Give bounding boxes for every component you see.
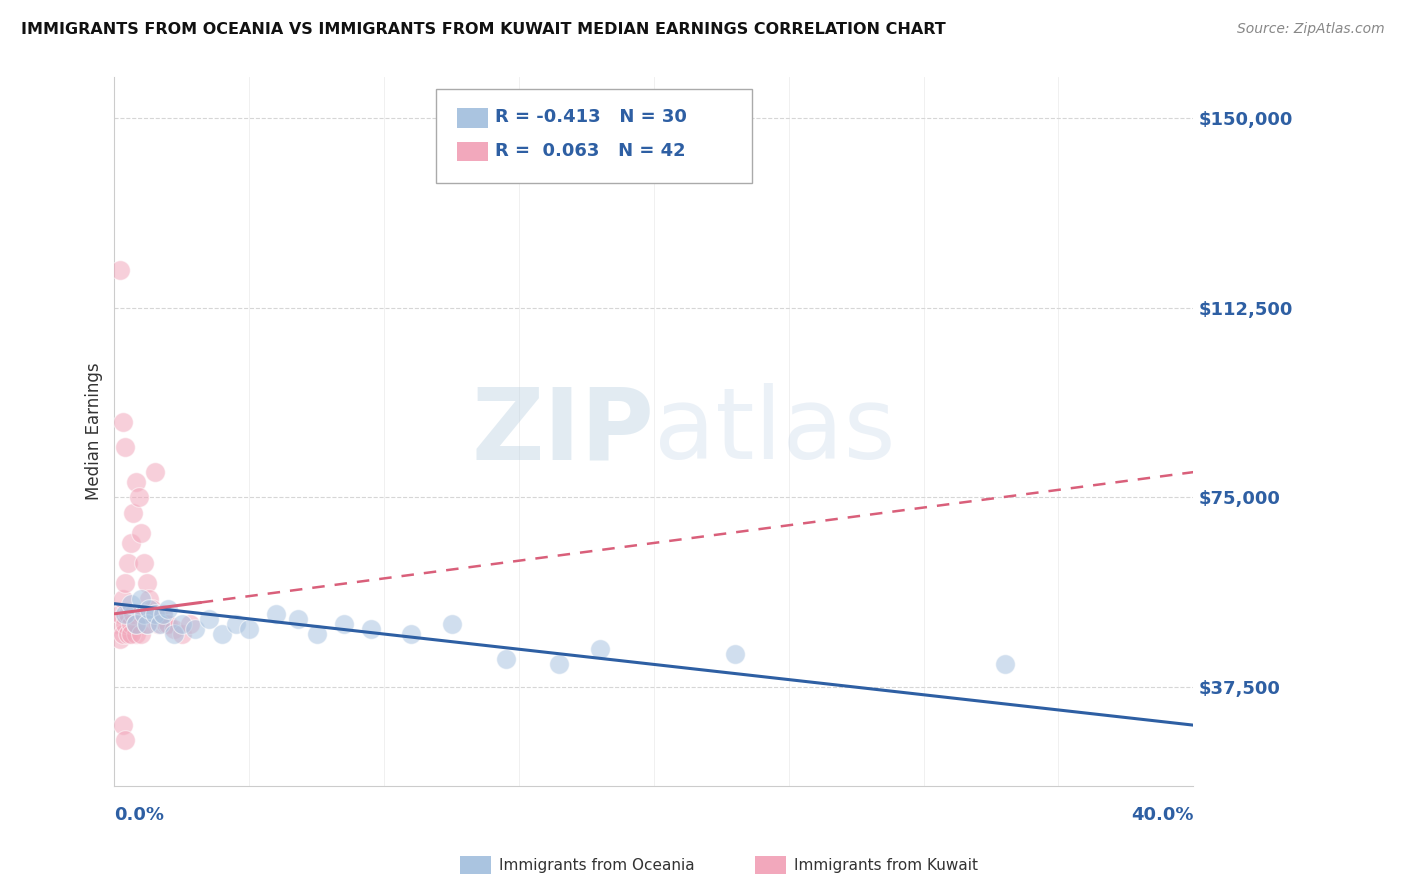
Point [120,597,142,611]
Point [149,616,172,631]
Point [125,475,148,490]
Point [152,607,174,621]
Point [111,627,134,641]
Text: 40.0%: 40.0% [1130,806,1194,824]
Y-axis label: Median Earnings: Median Earnings [86,363,103,500]
Point [114,616,136,631]
Point [135,576,157,591]
Point [184,622,207,636]
Point [225,616,247,631]
Point [128,491,150,505]
Point [146,616,169,631]
Point [138,601,160,615]
Point [399,627,422,641]
Point [114,576,136,591]
Point [120,536,142,550]
Text: atlas: atlas [654,384,896,480]
Text: Immigrants from Kuwait: Immigrants from Kuwait [794,858,979,872]
Point [122,607,145,621]
Point [114,607,136,621]
Point [163,622,186,636]
Point [108,632,131,646]
Point [120,627,142,641]
Point [305,627,328,641]
Point [198,612,221,626]
Point [141,601,163,615]
Point [117,607,139,621]
Point [152,607,174,621]
Text: Immigrants from Oceania: Immigrants from Oceania [499,858,695,872]
Point [440,616,463,631]
Point [111,718,134,732]
Point [211,627,233,641]
Point [179,616,201,631]
Point [495,652,517,666]
Point [120,616,142,631]
Point [125,616,148,631]
Point [131,627,153,641]
Text: R =  0.063   N = 42: R = 0.063 N = 42 [495,142,686,160]
Point [117,556,139,570]
Text: Source: ZipAtlas.com: Source: ZipAtlas.com [1237,22,1385,37]
Point [548,657,571,672]
Point [143,607,166,621]
Point [108,262,131,277]
Point [157,601,180,615]
Point [125,616,148,631]
Point [170,616,193,631]
Point [111,591,134,606]
Point [724,648,747,662]
Point [143,465,166,479]
Point [993,657,1015,672]
Point [149,612,172,626]
Point [131,607,153,621]
Point [132,607,155,621]
Text: 0.0%: 0.0% [114,806,165,824]
Point [111,415,134,429]
Point [170,627,193,641]
Point [332,616,354,631]
Point [132,556,155,570]
Point [135,616,157,631]
Point [143,607,166,621]
Point [135,616,157,631]
Point [360,622,382,636]
Point [114,733,136,747]
Point [131,525,153,540]
Point [157,616,180,631]
Point [238,622,260,636]
Point [108,607,131,621]
Point [105,616,128,631]
Point [114,440,136,454]
Point [287,612,309,626]
Point [163,627,186,641]
Point [117,627,139,641]
Point [125,627,148,641]
Point [264,607,287,621]
Text: IMMIGRANTS FROM OCEANIA VS IMMIGRANTS FROM KUWAIT MEDIAN EARNINGS CORRELATION CH: IMMIGRANTS FROM OCEANIA VS IMMIGRANTS FR… [21,22,946,37]
Point [122,506,145,520]
Point [131,591,153,606]
Point [138,591,160,606]
Text: ZIP: ZIP [471,384,654,480]
Point [155,616,177,631]
Point [589,642,612,657]
Text: R = -0.413   N = 30: R = -0.413 N = 30 [495,108,686,126]
